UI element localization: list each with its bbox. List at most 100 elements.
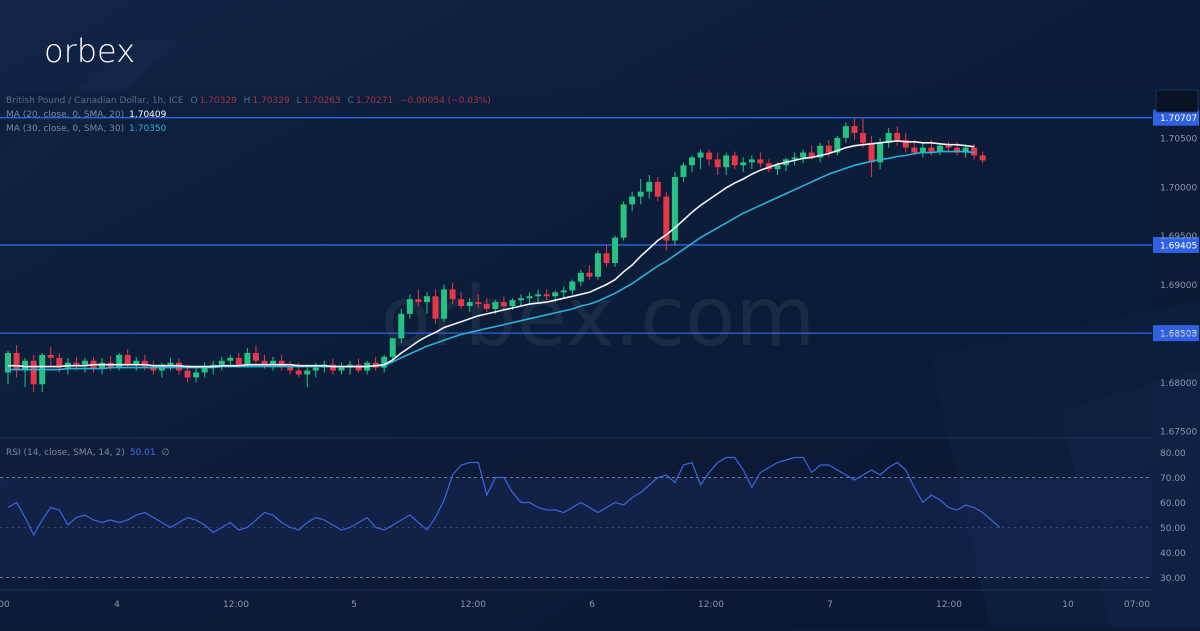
- rsi-tick-label: 40.00: [1160, 549, 1186, 559]
- logo-text: orbex: [44, 32, 135, 70]
- candle-body: [680, 165, 687, 177]
- candle-body: [817, 145, 824, 158]
- level-price-label: 1.68503: [1160, 330, 1197, 340]
- candle-body: [278, 360, 285, 367]
- candle-body: [526, 296, 533, 299]
- candle-body: [919, 147, 926, 153]
- time-tick-label: 10: [1062, 600, 1074, 610]
- candle-body: [287, 366, 294, 371]
- candle: [441, 284, 448, 322]
- candle-body: [834, 137, 841, 153]
- candle: [731, 151, 738, 170]
- candle-body: [432, 296, 439, 319]
- candle-body: [338, 367, 345, 371]
- candle-body: [201, 367, 208, 373]
- horizontal-levels: 1.70707 1.69405 1.68503: [0, 109, 1199, 342]
- candle-body: [654, 181, 661, 197]
- candle-body: [193, 372, 200, 378]
- candle: [5, 351, 11, 385]
- candle-body: [312, 367, 319, 371]
- candle-body: [552, 292, 559, 297]
- candle-body: [261, 360, 268, 365]
- candle: [304, 364, 311, 388]
- candle-body: [295, 370, 302, 375]
- candle-body: [176, 362, 182, 371]
- candle: [381, 354, 388, 373]
- legend-symbol-line: British Pound / Canadian Dollar, 1h, ICE…: [6, 96, 491, 106]
- candle-body: [723, 155, 730, 168]
- candle-body: [13, 352, 20, 371]
- time-tick-label: 07:00: [1124, 600, 1150, 610]
- candle-body: [99, 362, 106, 369]
- candle-body: [406, 299, 413, 314]
- candle-body: [81, 360, 88, 365]
- candle-body: [415, 299, 422, 303]
- candle-body: [543, 294, 550, 297]
- candle-body: [22, 360, 29, 371]
- candle-body: [671, 177, 678, 241]
- candle: [526, 292, 533, 305]
- candle: [432, 289, 439, 324]
- candle: [885, 128, 892, 148]
- price-tick-label: 1.67500: [1160, 428, 1197, 438]
- candle-body: [569, 281, 576, 291]
- candle-body: [475, 302, 482, 305]
- candle: [842, 122, 849, 143]
- candle: [902, 133, 909, 153]
- candle-body: [535, 294, 542, 297]
- candle-body: [235, 357, 242, 365]
- candle: [252, 345, 259, 365]
- candle-body: [483, 304, 490, 309]
- time-tick-label: 4: [114, 600, 120, 610]
- price-axis: 1.70500 1.70000 1.69500 1.69000 1.68500 1.680…: [1160, 134, 1197, 437]
- candle-body: [270, 360, 277, 365]
- candle-body: [141, 360, 148, 367]
- level-price-tag: [1153, 109, 1199, 126]
- candle-body: [765, 163, 772, 170]
- candle-body: [825, 145, 832, 153]
- candle-body: [629, 196, 636, 205]
- candle-body: [637, 191, 644, 197]
- candle: [500, 296, 507, 309]
- candle: [629, 191, 636, 212]
- rsi-tick-label: 50.00: [1160, 524, 1186, 534]
- candle-body: [492, 302, 499, 309]
- legend: British Pound / Canadian Dollar, 1h, ICE…: [6, 96, 491, 458]
- candle: [475, 294, 482, 308]
- candle: [834, 135, 841, 156]
- candle: [483, 298, 490, 312]
- candle: [99, 357, 106, 375]
- candle-body: [5, 352, 11, 373]
- price-tick-label: 1.70500: [1160, 134, 1197, 144]
- candle-body: [612, 237, 619, 264]
- candles: [5, 118, 986, 393]
- candle: [193, 367, 200, 383]
- candle: [569, 279, 576, 295]
- candle: [423, 292, 430, 314]
- time-tick-label: 6: [589, 600, 595, 610]
- candle-body: [885, 133, 892, 143]
- candle-body: [458, 299, 465, 307]
- candle: [765, 159, 772, 173]
- decor-stripe-1: [0, 40, 180, 200]
- candle: [979, 151, 986, 164]
- time-tick-label: 12:00: [223, 600, 249, 610]
- ma20-line: [8, 139, 975, 368]
- candle-body: [697, 152, 704, 158]
- price-tick-label: 1.68000: [1160, 379, 1197, 389]
- candle-body: [244, 352, 251, 365]
- candle-body: [389, 338, 396, 357]
- level-price-label: 1.69405: [1160, 241, 1197, 251]
- price-scale-corner[interactable]: [1155, 89, 1199, 113]
- candle: [646, 175, 653, 199]
- candle-body: [620, 204, 627, 238]
- candle-body: [423, 296, 430, 303]
- candle: [791, 152, 798, 166]
- candle-body: [808, 152, 815, 158]
- candle: [723, 152, 730, 176]
- candle: [338, 362, 345, 375]
- time-tick-label: 12:00: [698, 600, 724, 610]
- candle-body: [911, 147, 918, 153]
- candle-body: [355, 364, 362, 371]
